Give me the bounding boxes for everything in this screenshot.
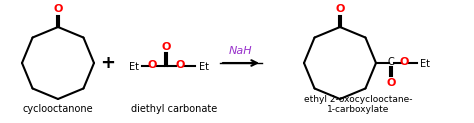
Text: O: O [399,57,409,67]
Text: NaH: NaH [229,46,253,56]
Text: Et: Et [420,59,430,69]
Text: +: + [100,54,116,72]
Text: Et: Et [199,62,209,72]
Text: C: C [388,57,394,67]
Text: diethyl carbonate: diethyl carbonate [131,104,217,114]
Text: O: O [147,60,157,70]
Text: ethyl 2-oxocyclooctane-
1-carboxylate: ethyl 2-oxocyclooctane- 1-carboxylate [304,95,412,114]
Text: O: O [386,78,396,88]
Text: O: O [53,5,63,15]
Text: O: O [161,41,171,52]
Text: cyclooctanone: cyclooctanone [23,104,93,114]
Text: Et: Et [129,62,139,72]
Text: O: O [175,60,185,70]
Text: O: O [335,5,345,15]
